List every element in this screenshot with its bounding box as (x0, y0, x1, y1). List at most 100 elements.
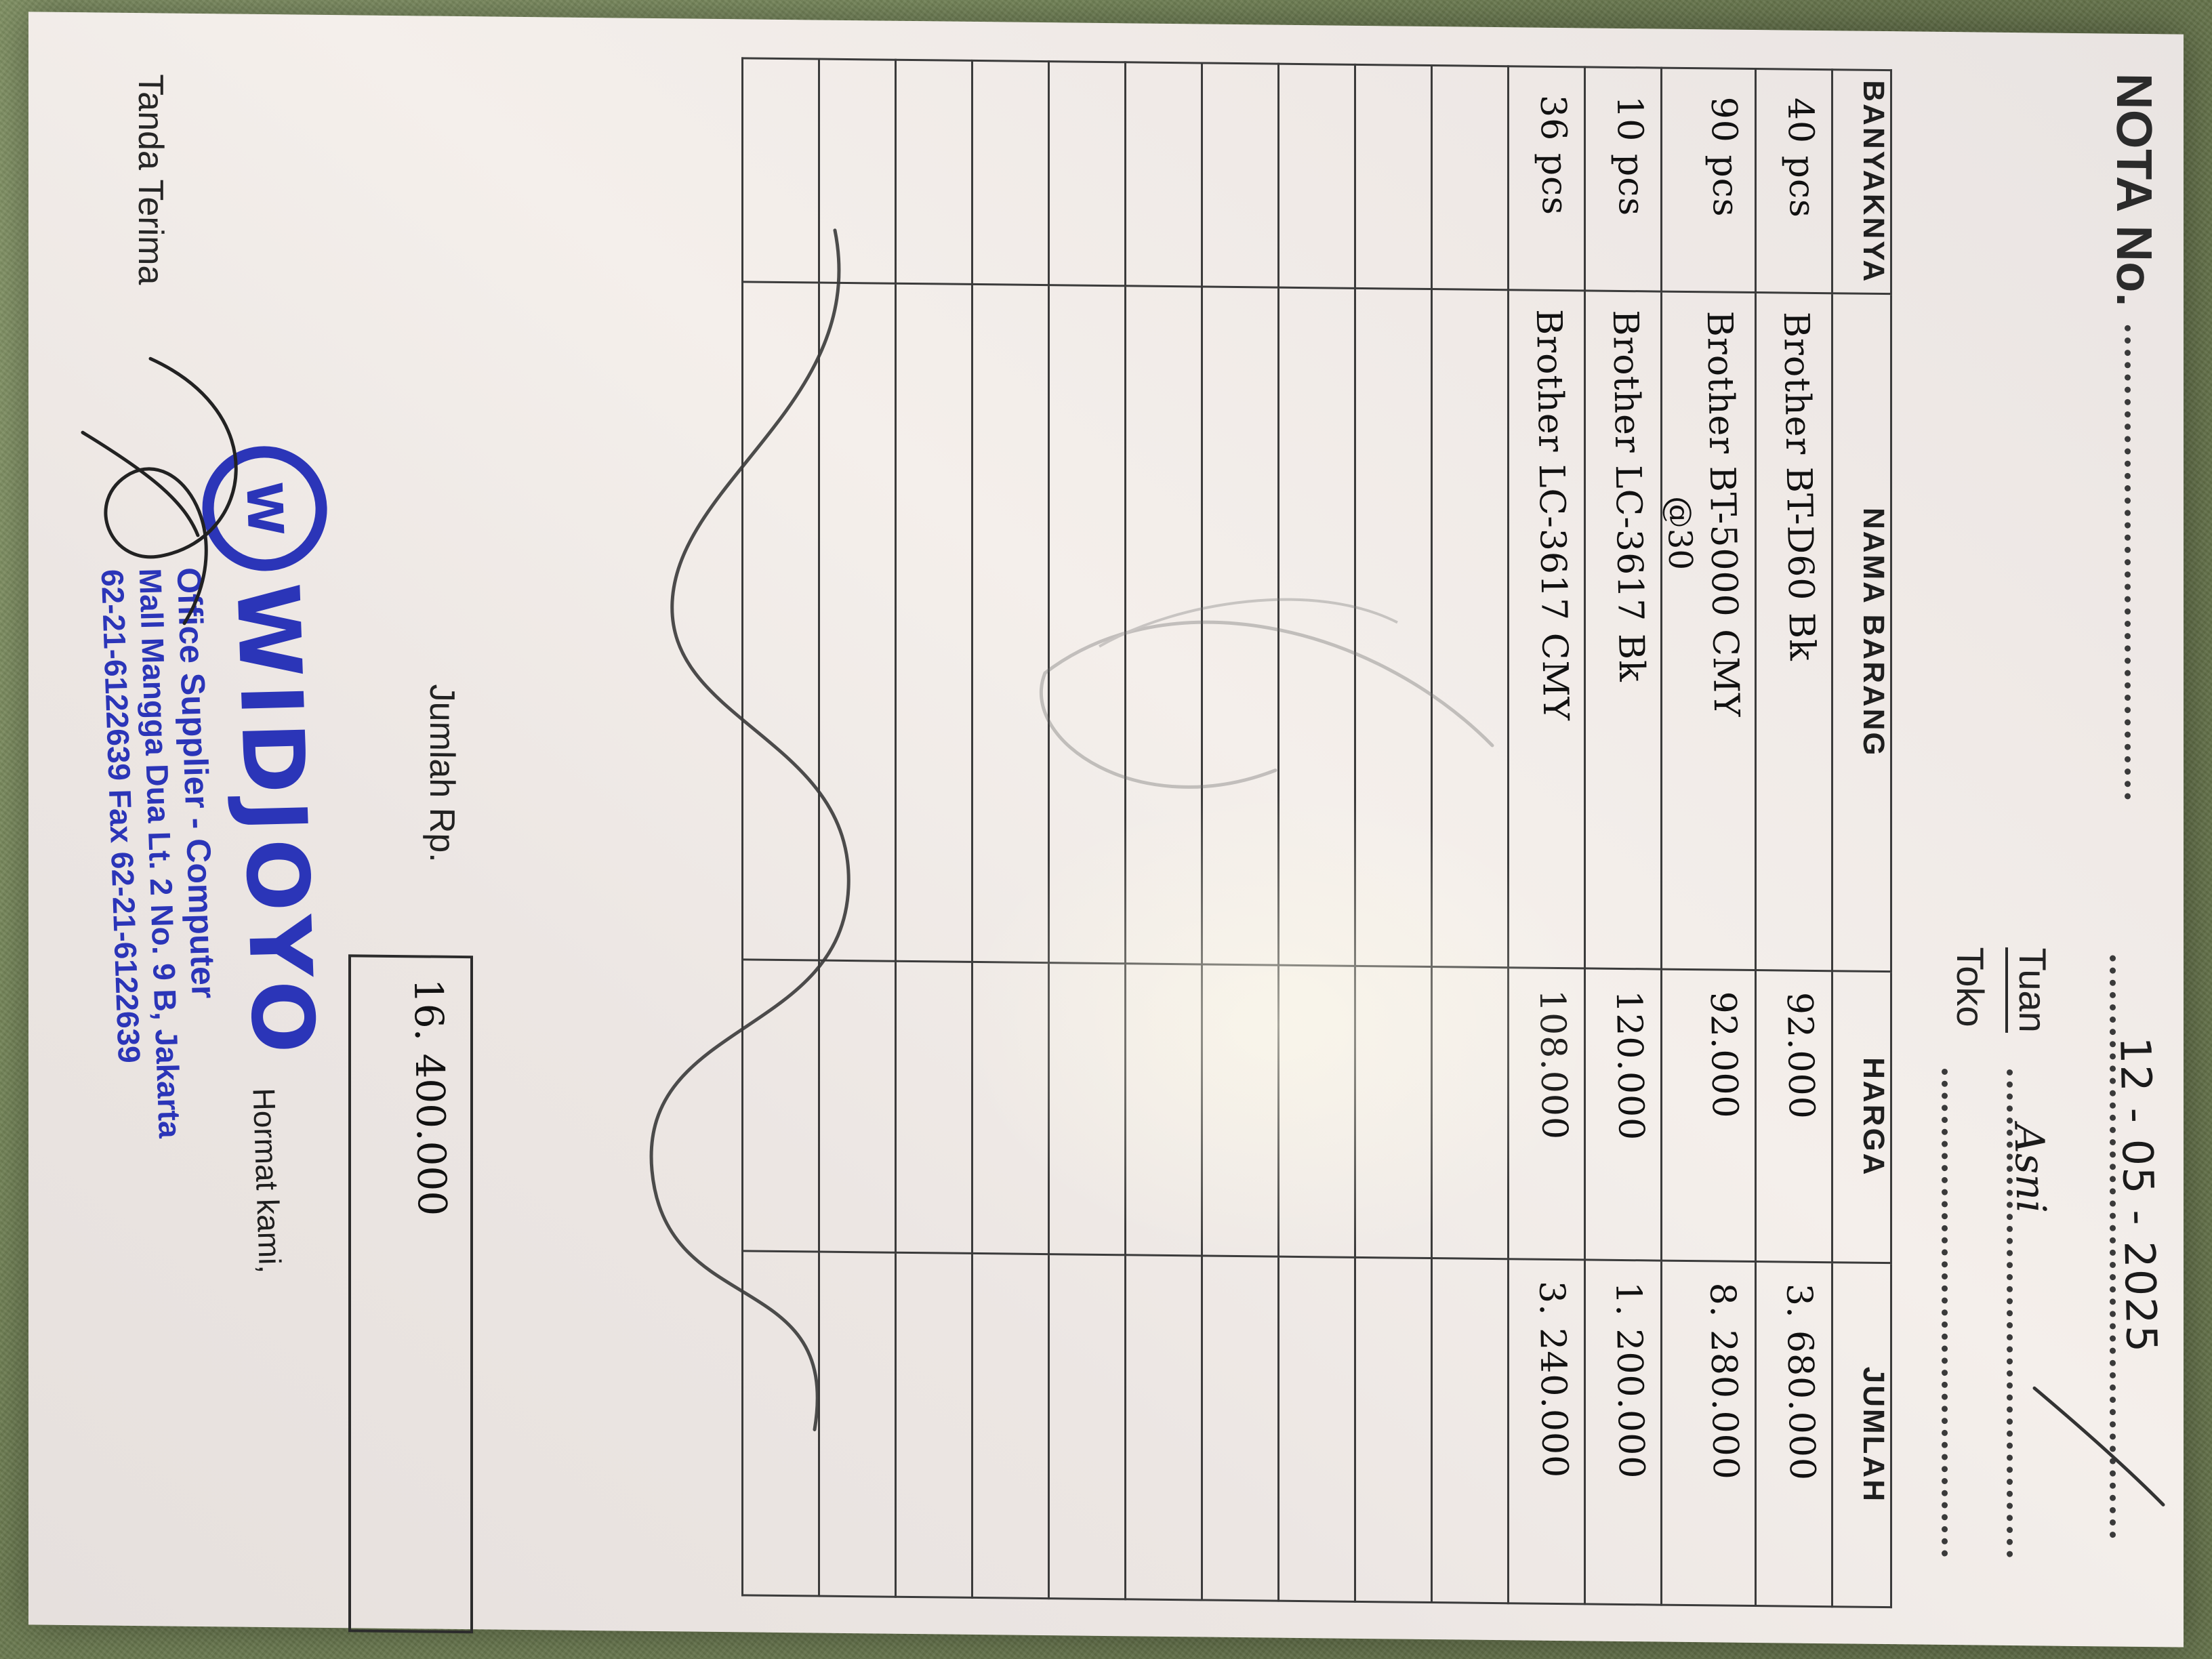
table-row (1125, 62, 1202, 1600)
table-row (1355, 64, 1432, 1603)
cell-banyaknya-value: 40 pcs (1779, 97, 1822, 218)
cell-harga-value: 120.000 (1607, 990, 1652, 1141)
cell-harga[interactable] (1202, 964, 1279, 1257)
table-row (1048, 61, 1126, 1599)
cell-banyaknya[interactable] (1048, 61, 1126, 286)
cell-nama-barang[interactable] (1125, 285, 1202, 964)
total-value: 16. 400.000 (405, 978, 455, 1216)
cell-nama-barang[interactable] (819, 283, 896, 962)
stamp-brand-name: WIDJOYO (218, 581, 334, 1061)
cell-banyaknya[interactable]: 10 pcs (1584, 66, 1662, 292)
cell-harga[interactable] (1431, 966, 1509, 1259)
cell-banyaknya-value: 90 pcs (1702, 96, 1746, 218)
cell-banyaknya-value: 36 pcs (1532, 94, 1575, 216)
cell-banyaknya[interactable] (1355, 64, 1432, 289)
table-row: 40 pcs Brother BT-D60 Bk 92.000 3. 680.000 (1755, 68, 1832, 1607)
table-row (819, 59, 896, 1597)
cell-jumlah[interactable]: 3. 680.000 (1755, 1261, 1832, 1607)
cell-nama-barang[interactable] (1355, 288, 1432, 967)
cell-nama-barang[interactable] (1202, 286, 1279, 966)
cell-harga[interactable] (895, 961, 972, 1254)
header-banyaknya: BANYAKNYA (1832, 69, 1891, 294)
nota-title: NOTA No. (2106, 73, 2163, 308)
cell-jumlah[interactable] (1125, 1254, 1202, 1600)
cell-harga[interactable] (1278, 965, 1355, 1258)
regards-label: Hormat kami, (246, 1087, 289, 1274)
cell-harga[interactable]: 120.000 (1584, 968, 1662, 1261)
cell-nama-barang[interactable] (972, 284, 1049, 963)
cell-harga[interactable]: 92.000 (1755, 970, 1832, 1263)
cell-banyaknya[interactable]: 36 pcs (1508, 66, 1585, 291)
cell-harga[interactable] (742, 959, 819, 1252)
signature-label: Tanda Terima (131, 73, 170, 285)
cell-banyaknya[interactable]: 40 pcs (1755, 68, 1832, 293)
cell-jumlah[interactable] (895, 1252, 972, 1598)
cell-harga[interactable] (1355, 966, 1432, 1258)
cell-harga[interactable] (819, 960, 896, 1253)
cell-jumlah[interactable]: 8. 280.000 (1661, 1261, 1756, 1606)
cell-nama-barang[interactable]: Brother BT-D60 Bk (1755, 292, 1832, 971)
cell-jumlah[interactable] (1048, 1254, 1126, 1599)
cell-harga[interactable] (1125, 963, 1202, 1256)
cell-jumlah[interactable]: 3. 240.000 (1508, 1258, 1585, 1604)
cell-jumlah[interactable] (1202, 1255, 1279, 1601)
receipt-paper: NOTA No. 12 - 05 - 2025 Tuan Toko Asni (28, 12, 2184, 1647)
cell-harga[interactable] (1048, 962, 1126, 1255)
total-box: 16. 400.000 (348, 954, 473, 1634)
cell-jumlah[interactable] (742, 1250, 819, 1597)
date-row: 12 - 05 - 2025 (2094, 955, 2167, 1565)
cell-jumlah[interactable] (1278, 1256, 1355, 1602)
header-harga: HARGA (1832, 970, 1891, 1263)
cell-nama-barang-value: Brother BT-D60 Bk (1775, 311, 1822, 661)
cell-nama-barang-value: Brother LC-3617 Bk (1604, 310, 1652, 682)
cell-banyaknya[interactable] (1278, 64, 1355, 289)
table-row (972, 60, 1049, 1599)
cell-jumlah-value: 3. 680.000 (1778, 1283, 1823, 1481)
cell-jumlah[interactable] (819, 1252, 896, 1597)
cell-banyaknya[interactable]: 90 pcs (1661, 68, 1756, 293)
cell-nama-barang[interactable] (895, 283, 972, 962)
cell-banyaknya[interactable] (895, 60, 972, 285)
table-row: 36 pcs Brother LC-3617 CMY 108.000 3. 240.0… (1508, 66, 1585, 1604)
header-nama-barang: NAMA BARANG (1832, 293, 1891, 972)
nota-number-line[interactable] (2125, 325, 2131, 800)
cell-banyaknya[interactable] (1125, 62, 1202, 287)
cell-nama-barang[interactable] (1048, 285, 1126, 964)
cell-nama-barang[interactable]: Brother LC-3617 Bk (1584, 290, 1662, 970)
items-table: BANYAKNYA NAMA BARANG HARGA JUMLAH 40 pc… (741, 57, 1892, 1608)
cell-jumlah[interactable]: 1. 200.000 (1584, 1259, 1662, 1605)
table-row (1431, 65, 1509, 1603)
cell-jumlah[interactable] (1355, 1257, 1432, 1603)
toko-dotted-line[interactable] (1942, 1068, 1948, 1557)
cell-jumlah-value: 3. 240.000 (1531, 1280, 1576, 1479)
cell-harga-value: 108.000 (1531, 989, 1575, 1141)
cell-harga[interactable] (972, 962, 1049, 1254)
company-stamp: W WIDJOYO Office Supplier - Computer Mal… (89, 445, 353, 1274)
cell-nama-barang[interactable] (1431, 289, 1509, 968)
cell-jumlah[interactable] (972, 1253, 1049, 1599)
cell-nama-barang-value: Brother LC-3617 CMY (1528, 308, 1576, 722)
cell-nama-barang[interactable] (1278, 287, 1355, 966)
cell-harga[interactable]: 108.000 (1508, 967, 1585, 1260)
recipient-value: Asni (2005, 1123, 2055, 1214)
cell-banyaknya[interactable] (819, 59, 896, 284)
cell-banyaknya[interactable] (1202, 62, 1279, 288)
widjoyo-logo-icon: W (200, 445, 329, 573)
cell-harga[interactable]: 92.000 (1661, 969, 1756, 1262)
cell-nama-barang[interactable]: Brother BT-5000 CMY @30 (1660, 291, 1756, 970)
cell-jumlah-value: 8. 280.000 (1702, 1282, 1746, 1481)
total-label: Jumlah Rp. (422, 684, 462, 863)
cell-banyaknya[interactable] (1431, 65, 1509, 290)
cell-banyaknya[interactable] (742, 58, 819, 283)
table-row: 10 pcs Brother LC-3617 Bk 120.000 1. 200.00… (1584, 66, 1662, 1605)
cell-jumlah[interactable] (1431, 1258, 1509, 1603)
table-row (1278, 64, 1355, 1602)
cell-banyaknya[interactable] (972, 60, 1049, 285)
cell-nama-barang[interactable] (742, 281, 819, 961)
header-meta: 12 - 05 - 2025 (2094, 955, 2167, 1565)
table-row: 90 pcs Brother BT-5000 CMY @30 92.000 8. 280… (1660, 68, 1756, 1606)
table-header-row: BANYAKNYA NAMA BARANG HARGA JUMLAH (1832, 69, 1891, 1607)
receipt-sheet: NOTA No. 12 - 05 - 2025 Tuan Toko Asni (28, 12, 2184, 1647)
cell-nama-barang[interactable]: Brother LC-3617 CMY (1508, 289, 1585, 968)
